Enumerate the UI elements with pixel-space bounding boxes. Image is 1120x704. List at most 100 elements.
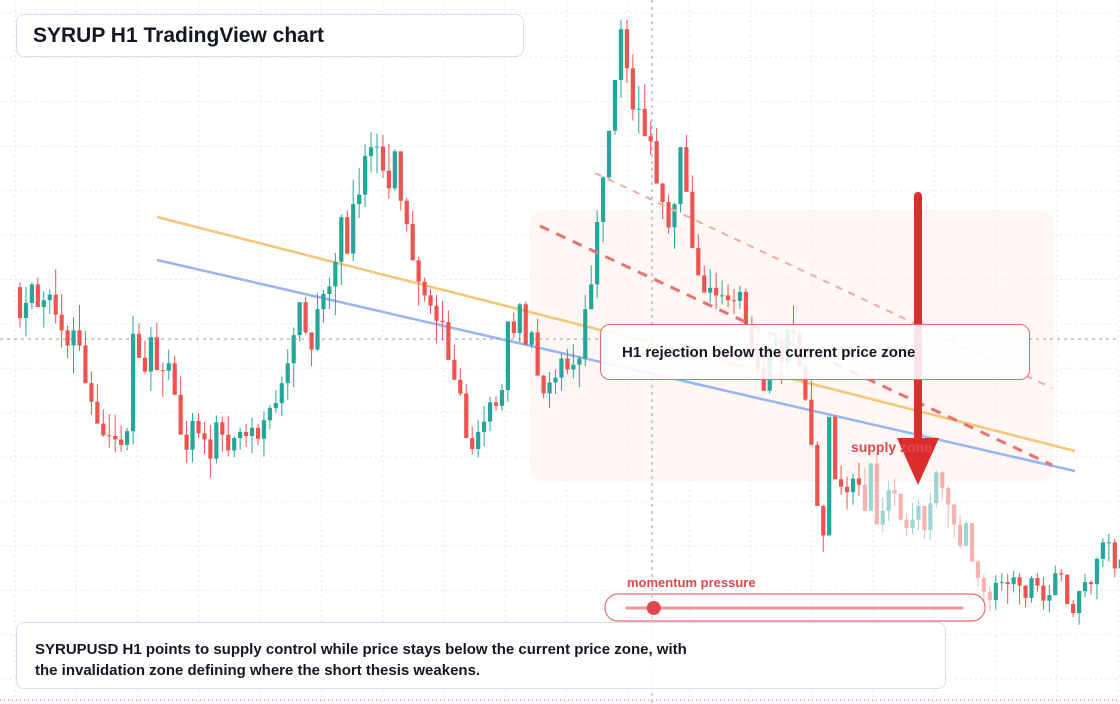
- candle-body: [874, 463, 879, 525]
- candle-bullish: [827, 416, 832, 536]
- candle-bearish: [17, 282, 23, 328]
- candle-bearish: [154, 322, 159, 371]
- candle-bearish: [844, 476, 850, 510]
- candle-bullish: [963, 520, 969, 546]
- candle-body: [255, 427, 261, 439]
- candle-bearish: [493, 396, 499, 411]
- candle-bullish: [618, 19, 624, 98]
- candle-body: [398, 151, 403, 201]
- candle-body: [101, 423, 106, 436]
- candle-bullish: [238, 427, 243, 450]
- candle-body: [892, 490, 897, 494]
- candle-body: [708, 287, 713, 293]
- candle-bullish: [636, 86, 641, 134]
- candle-body: [630, 68, 635, 110]
- candle-body: [946, 488, 951, 505]
- candle-body: [916, 505, 921, 520]
- candle-body: [1100, 542, 1105, 559]
- candle-body: [678, 147, 683, 205]
- candle-bullish: [29, 282, 34, 310]
- candle-bullish: [273, 390, 278, 413]
- candle-bullish: [612, 79, 618, 135]
- candle-bearish: [404, 197, 409, 232]
- candle-body: [41, 300, 46, 308]
- candle-bullish: [321, 289, 326, 323]
- candle-bearish: [660, 182, 665, 220]
- candle-body: [232, 438, 237, 451]
- candle-body: [113, 436, 118, 440]
- candle-body: [696, 248, 701, 276]
- candle-bearish: [958, 514, 963, 549]
- candle-bullish: [999, 573, 1004, 591]
- candle-body: [1106, 542, 1111, 544]
- candle-body: [148, 337, 153, 372]
- candle-body: [1035, 578, 1040, 586]
- candle-bearish: [1112, 538, 1117, 578]
- candle-bearish: [244, 423, 249, 447]
- candle-body: [684, 147, 689, 192]
- candle-body: [321, 294, 326, 310]
- candle-bearish: [809, 380, 814, 445]
- candle-bullish: [1082, 573, 1088, 598]
- candle-body: [880, 510, 885, 525]
- candle-body: [47, 294, 52, 301]
- candle-body: [1088, 582, 1094, 585]
- bearish-arrow-head: [897, 438, 939, 485]
- candle-body: [517, 304, 522, 334]
- candle-bearish: [464, 383, 469, 439]
- candle-bearish: [969, 523, 975, 562]
- candle-body: [249, 427, 255, 437]
- candle-body: [1077, 591, 1082, 613]
- candle-bullish: [267, 405, 272, 430]
- candle-body: [856, 478, 862, 485]
- candle-bearish: [196, 413, 201, 439]
- candle-bearish: [654, 127, 659, 184]
- candle-bullish: [1047, 584, 1052, 613]
- candle-body: [214, 422, 219, 459]
- candle-body: [77, 330, 82, 346]
- candle-body: [690, 191, 695, 249]
- candle-bullish: [23, 287, 29, 337]
- candle-body: [95, 401, 100, 424]
- candle-bearish: [220, 416, 225, 452]
- candle-body: [648, 136, 653, 142]
- candle-body: [1071, 604, 1076, 613]
- candle-body: [624, 29, 629, 69]
- candle-body: [821, 505, 826, 536]
- candle-bullish: [297, 302, 302, 342]
- candle-body: [184, 434, 189, 450]
- candle-bullish: [850, 473, 856, 505]
- candle-bearish: [95, 383, 100, 424]
- candle-bullish: [125, 427, 130, 451]
- summary-box: SYRUPUSD H1 points to supply control whi…: [16, 622, 946, 689]
- candle-body: [720, 295, 725, 297]
- candle-bearish: [309, 332, 314, 367]
- candle-body: [803, 366, 808, 400]
- candle-bullish: [327, 277, 332, 310]
- candle-body: [654, 141, 659, 184]
- candle-bullish: [1011, 571, 1016, 593]
- candle-bearish: [690, 175, 695, 249]
- candle-bullish: [571, 344, 576, 379]
- candle-body: [380, 146, 386, 171]
- candle-bearish: [119, 425, 124, 452]
- candle-body: [952, 504, 957, 525]
- candle-bullish: [505, 321, 510, 402]
- candle-body: [636, 108, 641, 110]
- candle-bearish: [1088, 580, 1094, 595]
- candle-body: [1011, 577, 1016, 585]
- candle-body: [172, 363, 177, 395]
- candle-body: [1065, 574, 1070, 605]
- candle-bullish: [737, 285, 743, 310]
- candle-body: [565, 358, 570, 370]
- candle-body: [529, 332, 534, 345]
- candle-bullish: [487, 396, 493, 432]
- candle-bearish: [172, 355, 177, 395]
- candle-body: [315, 309, 320, 350]
- candle-bearish: [107, 414, 112, 448]
- candle-bearish: [1071, 599, 1076, 618]
- candle-bearish: [702, 265, 707, 293]
- candle-body: [23, 302, 29, 319]
- chart-title: SYRUP H1 TradingView chart: [33, 23, 324, 47]
- candle-bearish: [398, 151, 403, 211]
